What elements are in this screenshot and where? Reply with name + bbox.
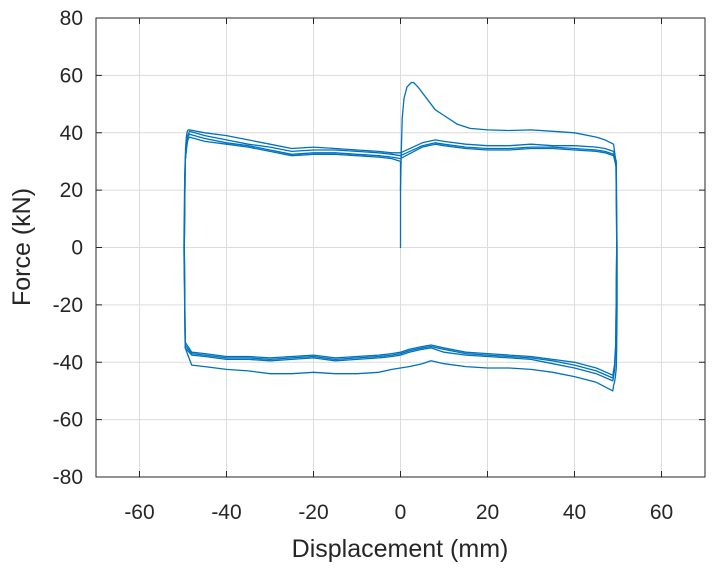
- y-tick-label: -40: [53, 351, 83, 374]
- y-tick-label: -80: [53, 466, 83, 489]
- series-line-2: [183, 130, 618, 382]
- y-tick-label: -60: [53, 409, 83, 432]
- x-tick-label: 40: [563, 501, 586, 524]
- series-line-3: [183, 133, 618, 379]
- y-tick-label: 20: [60, 179, 83, 202]
- y-tick-label: 60: [60, 64, 83, 87]
- tick-marks: [96, 17, 705, 478]
- x-axis-title: Displacement (mm): [292, 535, 509, 563]
- x-tick-label: 20: [476, 501, 499, 524]
- y-tick-label: 40: [60, 122, 83, 145]
- x-tick-label: -60: [124, 501, 154, 524]
- x-tick-label: -40: [211, 501, 241, 524]
- series-line-1: [183, 81, 618, 392]
- x-tick-label: 0: [395, 501, 407, 524]
- series-group: [183, 81, 618, 392]
- x-tick-labels: -60 -40 -20 0 20 40 60: [124, 501, 673, 524]
- y-tick-label: 80: [60, 7, 83, 30]
- y-axis-title: Force (kN): [8, 188, 36, 306]
- series-line-4: [183, 136, 618, 376]
- x-tick-label: -20: [298, 501, 328, 524]
- x-tick-label: 60: [650, 501, 673, 524]
- y-tick-labels: 80 60 40 20 0 -20 -40 -60 -80: [53, 7, 83, 489]
- y-tick-label: -20: [53, 294, 83, 317]
- y-tick-label: 0: [71, 237, 83, 260]
